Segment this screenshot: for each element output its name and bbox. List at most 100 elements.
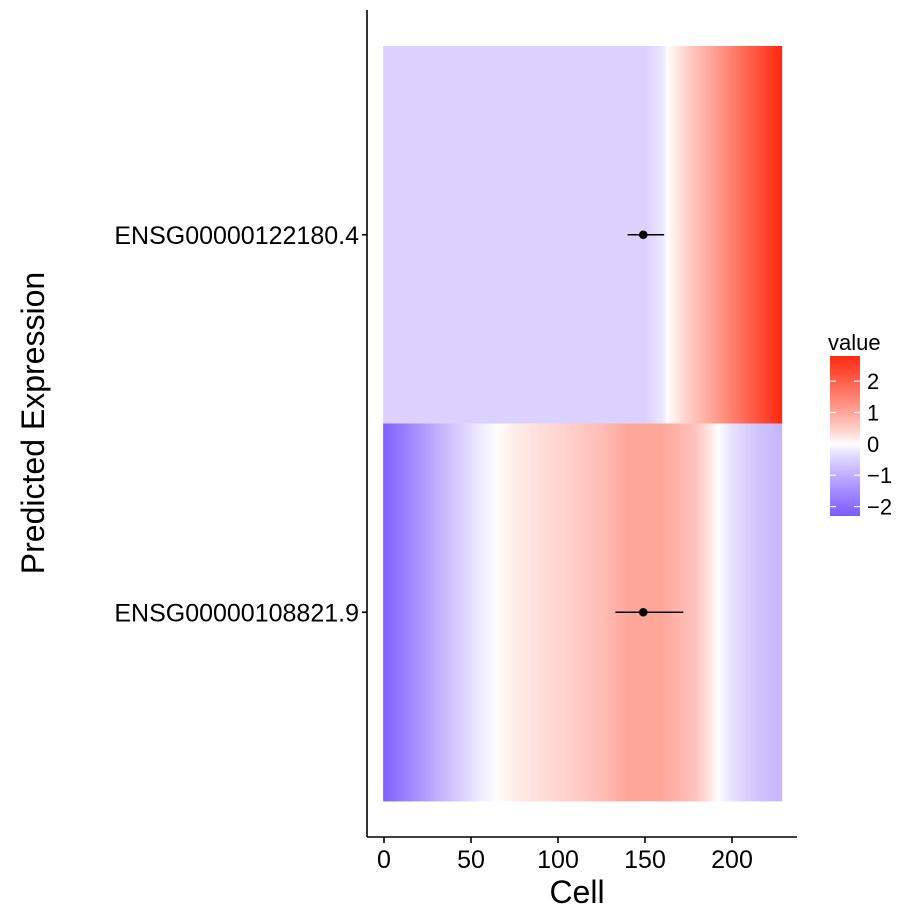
heatmap-cell [668, 46, 671, 424]
heatmap-cell [454, 423, 457, 802]
legend-label: 1 [867, 400, 879, 425]
heatmap-cell [550, 46, 553, 424]
heatmap-cell [774, 423, 777, 802]
heatmap-cell [571, 423, 574, 802]
heatmap-cell [440, 46, 443, 424]
heatmap-cell [771, 423, 774, 802]
heatmap-cell [428, 423, 431, 802]
legend-label: −1 [867, 463, 892, 488]
heatmap-cell [437, 423, 440, 802]
heatmap-cell [501, 423, 504, 802]
heatmap-cell [729, 46, 732, 424]
heatmap-cell [609, 46, 612, 424]
heatmap-cell [595, 423, 598, 802]
heatmap-cell [404, 423, 407, 802]
heatmap-cell [525, 423, 529, 802]
heatmap-cell [774, 46, 777, 424]
heatmap-cell [718, 423, 722, 802]
heatmap-cell [665, 46, 668, 424]
heatmap-cell [687, 423, 690, 802]
heatmap-cell [732, 423, 736, 802]
heatmap-cell [694, 46, 697, 424]
heatmap-cell [708, 423, 711, 802]
heatmap-cell [734, 46, 737, 424]
heatmap-cell [506, 46, 510, 424]
heatmap-cell [430, 423, 433, 802]
heatmap-cell [531, 46, 534, 424]
heatmap-cell [739, 46, 743, 424]
heatmap-cell [724, 423, 727, 802]
heatmap-cell [499, 423, 503, 802]
heatmap-cell [473, 423, 476, 802]
heatmap-cell [489, 423, 492, 802]
heatmap-cell [544, 46, 548, 424]
heatmap-tiles [383, 46, 783, 802]
point-ranges [615, 230, 684, 617]
heatmap-cell [567, 46, 570, 424]
heatmap-cell [753, 46, 757, 424]
heatmap-cell [750, 46, 753, 424]
heatmap-cell [491, 46, 494, 424]
heatmap-cell [407, 423, 410, 802]
heatmap-cell [612, 423, 616, 802]
heatmap-cell [557, 46, 560, 424]
heatmap-cell [605, 46, 609, 424]
heatmap-cell [417, 46, 421, 424]
x-axis-ticks: 0 50 100 150 200 [377, 837, 753, 874]
heatmap-cell [776, 423, 779, 802]
heatmap-cell [497, 423, 501, 802]
heatmap-cell [395, 46, 398, 424]
legend-ticks: 2 1 0 −1 −2 [830, 369, 892, 520]
heatmap-cell [527, 46, 530, 424]
heatmap-cell [732, 46, 736, 424]
heatmap-cell [442, 423, 445, 802]
heatmap-cell [597, 46, 600, 424]
heatmap-cell [416, 423, 419, 802]
heatmap-cell [463, 46, 466, 424]
heatmap-cell [457, 423, 461, 802]
x-tick-label: 100 [537, 846, 579, 874]
heatmap-cell [539, 423, 543, 802]
heatmap-cell [600, 46, 603, 424]
heatmap-cell [729, 423, 732, 802]
heatmap-cell [423, 46, 426, 424]
heatmap-cell [499, 46, 503, 424]
heatmap-cell [551, 46, 555, 424]
heatmap-cell [618, 46, 621, 424]
heatmap-cell [409, 46, 412, 424]
heatmap-cell [438, 423, 442, 802]
heatmap-cell [607, 423, 610, 802]
heatmap-cell [390, 46, 393, 424]
heatmap-cell [569, 423, 572, 802]
heatmap-cell [727, 423, 730, 802]
heatmap-cell [746, 423, 750, 802]
heatmap-cell [435, 423, 438, 802]
heatmap-cell [461, 423, 464, 802]
heatmap-cell [689, 423, 692, 802]
legend-label: −2 [867, 495, 892, 520]
legend-label: 0 [867, 432, 879, 457]
heatmap-cell [419, 423, 423, 802]
heatmap-cell [537, 423, 541, 802]
heatmap-cell [532, 46, 536, 424]
heatmap-cell [767, 46, 771, 424]
heatmap-cell [731, 423, 734, 802]
heatmap-cell [414, 423, 417, 802]
heatmap-cell [562, 423, 565, 802]
heatmap-cell [619, 46, 623, 424]
heatmap-cell [564, 46, 567, 424]
heatmap-cell [567, 423, 570, 802]
heatmap-cell [600, 423, 603, 802]
heatmap-cell [534, 46, 537, 424]
heatmap-cell [459, 46, 463, 424]
heatmap-cell [722, 46, 725, 424]
heatmap-cell [738, 423, 741, 802]
heatmap-cell [508, 46, 511, 424]
heatmap-cell [393, 46, 396, 424]
heatmap-row [383, 423, 783, 802]
heatmap-cell [555, 423, 558, 802]
heatmap-cell [386, 423, 389, 802]
heatmap-cell [541, 46, 544, 424]
heatmap-cell [605, 423, 609, 802]
